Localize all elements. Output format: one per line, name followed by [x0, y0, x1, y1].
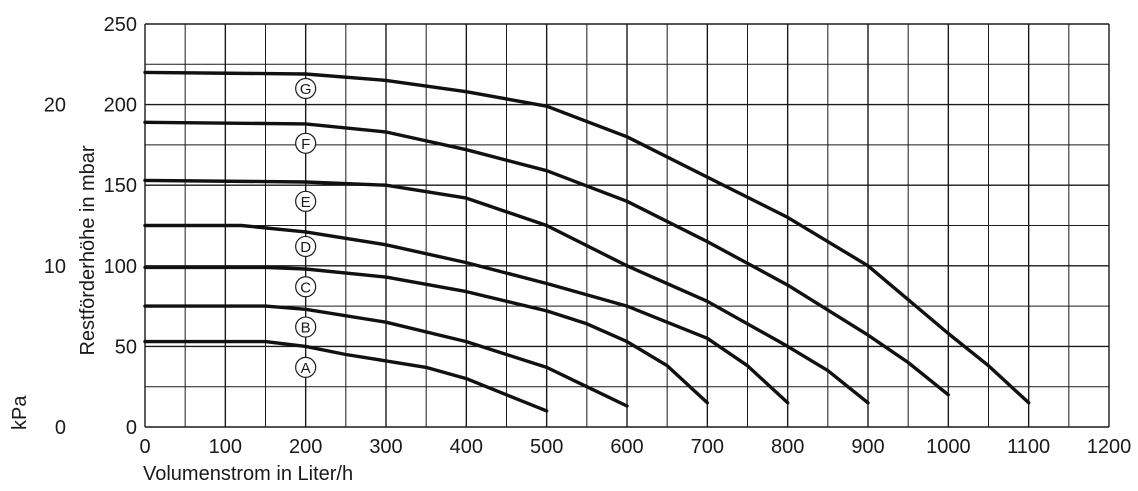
x-tick-label: 1100: [1007, 436, 1050, 458]
series-line-d: [143, 223, 790, 405]
y-tick-label: 50: [115, 336, 137, 358]
series-line-c: [143, 265, 709, 405]
y-tick-label: 200: [104, 95, 137, 117]
y2-axis-title: kPa: [9, 395, 31, 430]
series-label-c: C: [295, 276, 317, 298]
x-tick-label: 500: [530, 436, 563, 458]
series-label-circle: [295, 276, 317, 298]
series-label-circle: [295, 190, 317, 212]
x-tick-label: 900: [851, 436, 884, 458]
y-tick-label: 250: [104, 14, 137, 36]
x-tick-label: 600: [610, 436, 643, 458]
series-line-e: [143, 178, 870, 405]
series-label-g: G: [295, 77, 317, 100]
series-label-text: G: [300, 81, 312, 98]
y2-tick-labels: 0 10 20: [44, 95, 66, 439]
series-label-a: A: [295, 356, 317, 378]
grid: [144, 23, 1110, 428]
series-label-circle: [295, 77, 317, 100]
series-label-circle: [295, 132, 317, 154]
series-label-b: B: [295, 316, 317, 338]
x-tick-label: 0: [139, 436, 150, 458]
series-label-text: A: [301, 360, 311, 377]
series-line-a: [143, 339, 549, 413]
series-label-d: D: [295, 235, 317, 258]
y-tick-label: 100: [104, 256, 137, 278]
series-label-text: B: [301, 320, 311, 337]
series-label-circle: [295, 316, 317, 338]
x-tick-label: 1000: [926, 436, 971, 458]
y2-tick-label: 20: [44, 95, 66, 117]
series-label-circle: [295, 356, 317, 378]
series-label-circle: [295, 235, 317, 258]
y-tick-label: 0: [126, 417, 137, 439]
series-label-text: D: [300, 239, 311, 256]
series-label-text: E: [301, 194, 311, 211]
x-tick-label: 1200: [1087, 436, 1132, 458]
x-tick-label: 400: [450, 436, 483, 458]
series-label-text: C: [300, 279, 311, 296]
series-line-f: [143, 120, 950, 397]
x-tick-label: 700: [691, 436, 724, 458]
series-line-b: [143, 304, 629, 408]
y-tick-labels: 0 50 100 150 200 250: [104, 14, 137, 439]
series-label-f: F: [295, 132, 317, 154]
x-tick-label: 800: [771, 436, 804, 458]
series-label-layer: A B C D E F G: [295, 77, 317, 378]
y2-tick-label: 0: [55, 417, 66, 439]
x-tick-label: 300: [369, 436, 402, 458]
x-tick-labels: 0 100 200 300 400 500 600 700 800 900 1000 1100 1200: [139, 436, 1131, 458]
x-tick-label: 100: [209, 436, 242, 458]
series-label-text: F: [301, 136, 310, 153]
x-axis-title: Volumenstrom in Liter/h: [143, 463, 353, 485]
x-tick-label: 200: [289, 436, 322, 458]
y-axis-title: Restförderhöhe in mbar: [77, 145, 99, 355]
y2-tick-label: 10: [44, 256, 66, 278]
y-tick-label: 150: [104, 175, 137, 197]
series-layer: [143, 70, 1031, 413]
series-label-e: E: [295, 190, 317, 212]
series-line-g: [143, 70, 1031, 405]
